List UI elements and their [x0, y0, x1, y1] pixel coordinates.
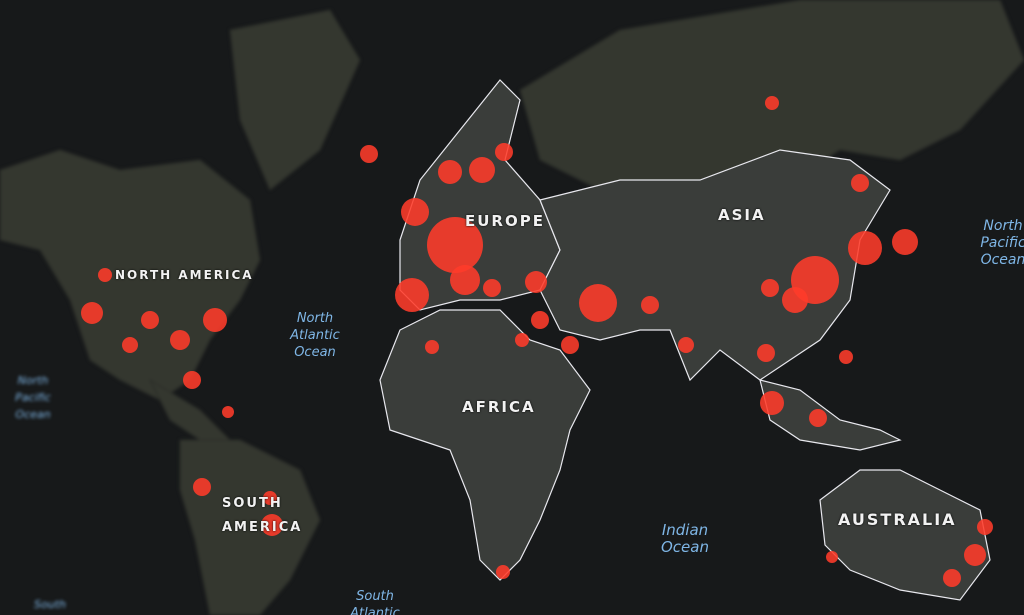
case-marker[interactable]	[765, 96, 779, 110]
case-marker[interactable]	[561, 336, 579, 354]
case-marker[interactable]	[761, 279, 779, 297]
case-marker[interactable]	[222, 406, 234, 418]
land-south-america	[179, 439, 321, 615]
case-marker[interactable]	[848, 231, 882, 265]
case-marker[interactable]	[438, 160, 462, 184]
case-marker[interactable]	[495, 143, 513, 161]
case-marker[interactable]	[170, 330, 190, 350]
case-markers	[81, 96, 993, 587]
case-marker[interactable]	[964, 544, 986, 566]
case-marker[interactable]	[760, 391, 784, 415]
case-marker[interactable]	[450, 265, 480, 295]
label-north-atlantic-ocean: North Atlantic Ocean	[290, 311, 340, 360]
case-marker[interactable]	[678, 337, 694, 353]
case-marker[interactable]	[425, 340, 439, 354]
label-europe: EUROPE	[465, 212, 545, 230]
label-asia: ASIA	[718, 206, 766, 224]
case-marker[interactable]	[757, 344, 775, 362]
land-australia	[819, 469, 991, 601]
case-marker[interactable]	[641, 296, 659, 314]
case-marker[interactable]	[401, 198, 429, 226]
label-south-atlantic: South Atlantic	[350, 589, 400, 615]
case-marker[interactable]	[977, 519, 993, 535]
case-marker[interactable]	[809, 409, 827, 427]
case-marker[interactable]	[427, 217, 483, 273]
case-marker[interactable]	[203, 308, 227, 332]
land-africa	[379, 309, 591, 581]
case-marker[interactable]	[579, 284, 617, 322]
case-marker[interactable]	[496, 565, 510, 579]
case-marker[interactable]	[183, 371, 201, 389]
label-south-america: SOUTH AMERICA	[222, 496, 303, 535]
case-marker[interactable]	[483, 279, 501, 297]
land-central-america	[148, 378, 232, 441]
case-marker[interactable]	[98, 268, 112, 282]
case-marker[interactable]	[826, 551, 838, 563]
case-marker[interactable]	[515, 333, 529, 347]
case-marker[interactable]	[263, 491, 277, 505]
case-marker[interactable]	[943, 569, 961, 587]
label-north-america: NORTH AMERICA	[115, 268, 254, 282]
case-marker[interactable]	[395, 278, 429, 312]
case-marker[interactable]	[193, 478, 211, 496]
case-marker[interactable]	[782, 287, 808, 313]
label-africa: AFRICA	[462, 398, 536, 416]
case-marker[interactable]	[851, 174, 869, 192]
land-asia	[539, 149, 891, 382]
case-marker[interactable]	[525, 271, 547, 293]
label-australia: AUSTRALIA	[838, 510, 957, 529]
case-marker[interactable]	[122, 337, 138, 353]
case-marker[interactable]	[360, 145, 378, 163]
label-indian-ocean: Indian Ocean	[661, 521, 709, 556]
case-marker[interactable]	[892, 229, 918, 255]
label-north-pacific-left: North Pacific Ocean	[15, 374, 51, 421]
land-north-america	[0, 149, 261, 401]
land-greenland	[229, 9, 361, 191]
case-marker[interactable]	[469, 157, 495, 183]
case-marker[interactable]	[839, 350, 853, 364]
case-marker[interactable]	[81, 302, 103, 324]
case-marker[interactable]	[261, 514, 283, 536]
case-marker[interactable]	[141, 311, 159, 329]
label-north-pacific-right: North Pacific Ocean	[980, 218, 1024, 268]
label-south: South	[34, 598, 66, 611]
land-se-asia	[759, 379, 902, 451]
case-marker[interactable]	[531, 311, 549, 329]
